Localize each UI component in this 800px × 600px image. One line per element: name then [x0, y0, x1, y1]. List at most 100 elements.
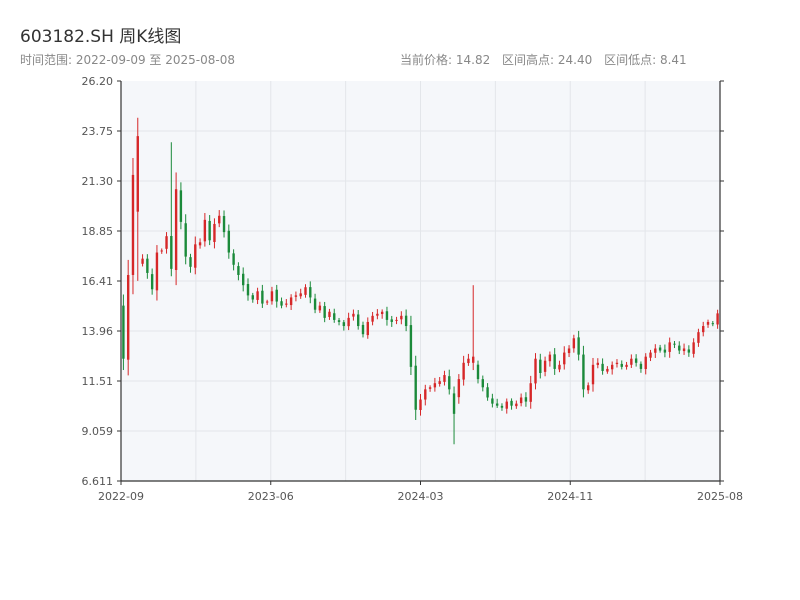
candle-body: [352, 313, 355, 317]
candle-body: [222, 216, 226, 233]
y-tick-label: 13.96: [82, 325, 114, 338]
candle-body: [241, 273, 245, 286]
candle-body: [663, 349, 667, 353]
candle: [126, 259, 130, 376]
candle-body: [500, 405, 504, 408]
candle: [280, 297, 283, 309]
candle-body: [486, 387, 489, 398]
candle: [448, 369, 451, 395]
candle-body: [472, 356, 475, 363]
candle-body: [150, 274, 154, 290]
candle: [237, 262, 240, 281]
candle-body: [380, 311, 384, 315]
candle: [146, 254, 149, 279]
x-tick-label: 2024-03: [398, 490, 444, 503]
candle: [198, 238, 202, 249]
candle-body: [649, 352, 652, 358]
candle: [702, 321, 705, 337]
candle-body: [654, 348, 657, 353]
candle: [491, 393, 494, 408]
candle: [189, 253, 192, 273]
candle: [519, 393, 523, 407]
candle-body: [251, 295, 254, 300]
candle-body: [136, 136, 139, 212]
candle-body: [414, 365, 417, 410]
candle-body: [448, 376, 451, 390]
candle: [337, 317, 341, 326]
candle-body: [644, 356, 647, 370]
candle-body: [299, 293, 302, 297]
candle-body: [529, 383, 532, 402]
candle-body: [505, 401, 508, 409]
candle-body: [280, 301, 283, 306]
candle-body: [304, 287, 307, 295]
candle-body: [615, 362, 619, 365]
y-axis-ticks: 26.20 23.75 21.30 18.85 16.41 13.96 11.51 9.059…: [82, 75, 724, 488]
y-tick-label: 26.20: [82, 75, 114, 88]
candle: [342, 319, 346, 331]
candle: [208, 215, 211, 246]
candle: [615, 359, 619, 368]
candle-body: [126, 274, 130, 360]
candle-body: [567, 348, 571, 354]
candle: [601, 358, 604, 375]
candle-body: [333, 313, 336, 320]
x-tick-label: 2025-08: [697, 490, 743, 503]
candle: [644, 353, 647, 375]
candle: [328, 308, 331, 320]
candle-body: [141, 258, 144, 264]
candle-body: [337, 320, 341, 322]
candle-body: [711, 323, 715, 325]
candle: [309, 281, 312, 304]
candle-body: [620, 363, 623, 367]
candle-body: [443, 375, 446, 382]
candle: [366, 317, 369, 339]
candle: [692, 338, 695, 358]
candle: [711, 320, 715, 327]
candle-body: [610, 364, 614, 370]
candle: [299, 288, 302, 299]
candle: [122, 294, 125, 371]
candle: [313, 293, 317, 314]
candle-body: [318, 305, 322, 311]
candle: [352, 309, 355, 321]
candle: [256, 287, 259, 305]
candles: [122, 117, 719, 445]
candle-body: [232, 253, 235, 265]
candle-body: [601, 363, 604, 371]
candle-body: [208, 220, 211, 241]
candle: [380, 309, 384, 319]
candle: [304, 284, 307, 298]
candle-body: [625, 364, 628, 367]
y-tick-label: 9.059: [82, 425, 114, 438]
candle: [572, 334, 576, 353]
candle: [587, 382, 590, 394]
candle-body: [587, 385, 590, 391]
candle-body: [702, 326, 705, 333]
candle: [582, 345, 585, 398]
candle-body: [515, 403, 518, 407]
candle: [654, 344, 657, 358]
candle: [610, 361, 614, 375]
candle: [424, 384, 427, 406]
date-range-text: 时间范围: 2022-09-09 至 2025-08-08: [20, 53, 235, 67]
candle-body: [452, 393, 456, 414]
candle-body: [189, 257, 192, 267]
candle-body: [357, 314, 360, 327]
candle: [486, 383, 489, 401]
candle-body: [371, 315, 374, 322]
candle: [433, 377, 437, 392]
range-high-text: 区间高点: 24.40: [502, 53, 593, 67]
candle: [160, 248, 163, 254]
candle: [716, 309, 719, 329]
candle: [620, 360, 623, 370]
candle-body: [313, 298, 317, 310]
candle: [476, 360, 480, 384]
candle: [563, 346, 566, 370]
candle: [577, 330, 580, 361]
candle: [678, 341, 681, 355]
candle: [241, 267, 245, 292]
candle-body: [630, 358, 633, 365]
candle-body: [591, 364, 595, 385]
candle-body: [543, 360, 547, 372]
